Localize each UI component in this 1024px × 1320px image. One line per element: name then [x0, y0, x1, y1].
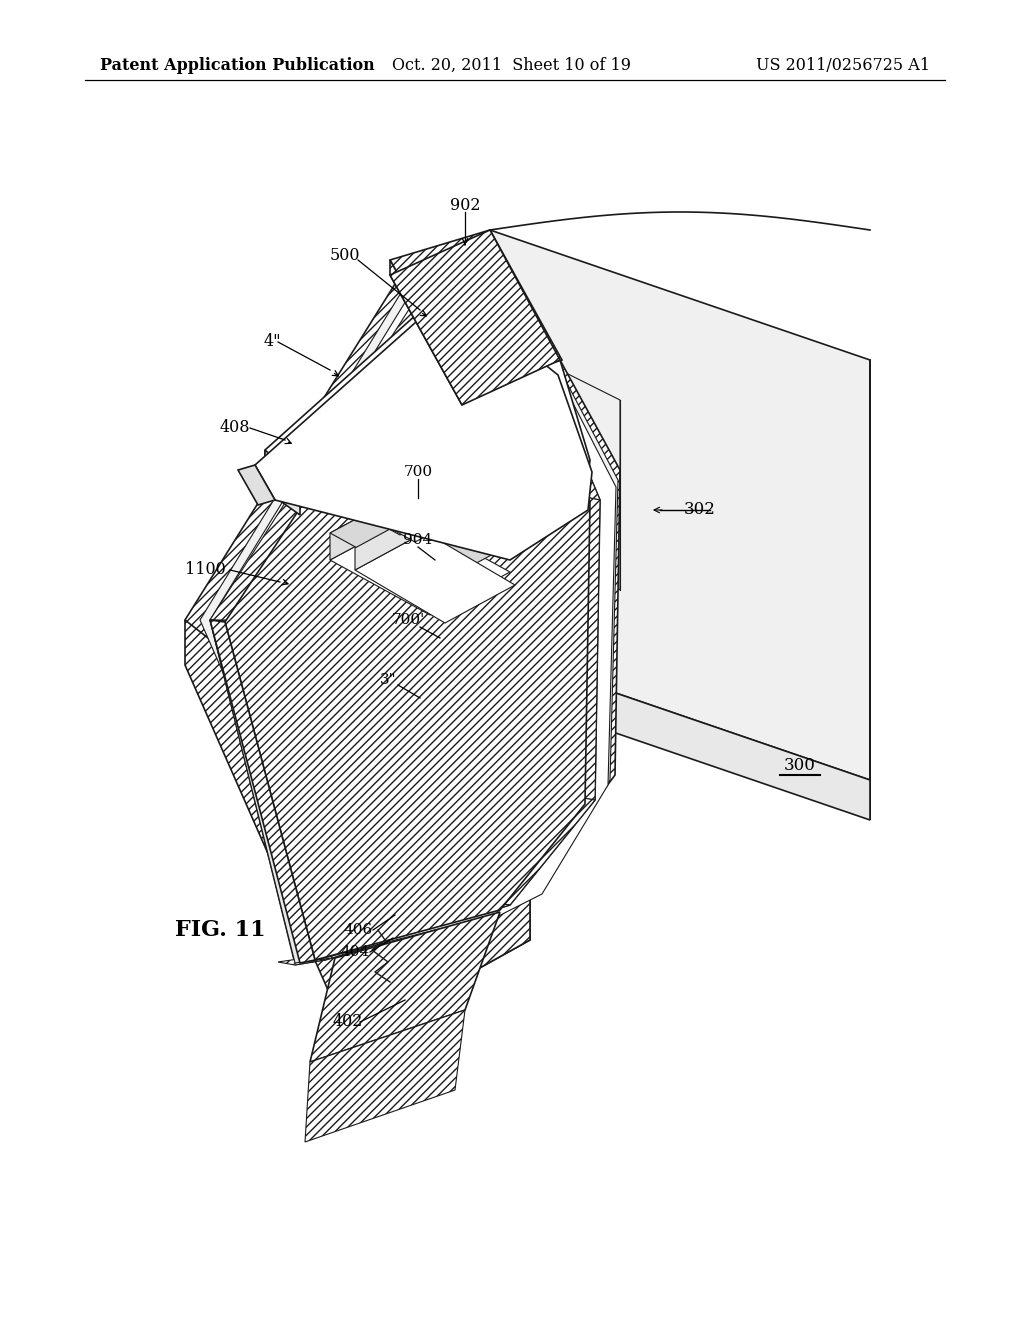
- Polygon shape: [305, 1010, 465, 1142]
- Polygon shape: [250, 319, 580, 632]
- Polygon shape: [310, 649, 510, 760]
- Polygon shape: [200, 271, 618, 985]
- Polygon shape: [210, 620, 325, 965]
- Polygon shape: [255, 290, 592, 560]
- Text: 904: 904: [403, 533, 432, 546]
- Text: Patent Application Publication: Patent Application Publication: [100, 57, 375, 74]
- Text: FIG. 11: FIG. 11: [175, 919, 265, 941]
- Polygon shape: [340, 744, 510, 840]
- Polygon shape: [240, 310, 600, 960]
- Text: 406: 406: [343, 923, 373, 937]
- Text: US 2011/0256725 A1: US 2011/0256725 A1: [756, 57, 930, 74]
- Polygon shape: [225, 308, 590, 960]
- Polygon shape: [210, 300, 440, 620]
- Polygon shape: [390, 645, 580, 750]
- Polygon shape: [330, 490, 510, 587]
- Polygon shape: [390, 230, 562, 389]
- Polygon shape: [355, 532, 515, 623]
- Polygon shape: [490, 649, 870, 820]
- Polygon shape: [350, 890, 530, 1040]
- Text: 902: 902: [450, 197, 480, 214]
- Text: 4": 4": [263, 334, 281, 351]
- Polygon shape: [534, 389, 600, 500]
- Polygon shape: [250, 319, 588, 958]
- Polygon shape: [300, 412, 380, 480]
- Polygon shape: [355, 510, 425, 570]
- Text: 302: 302: [684, 502, 716, 519]
- Polygon shape: [238, 465, 275, 506]
- Polygon shape: [390, 230, 560, 405]
- Polygon shape: [330, 490, 410, 560]
- Polygon shape: [490, 795, 595, 906]
- Text: 300: 300: [784, 756, 816, 774]
- Text: 700: 700: [403, 465, 432, 479]
- Polygon shape: [305, 902, 510, 960]
- Text: 700': 700': [391, 612, 425, 627]
- Polygon shape: [265, 280, 590, 500]
- Polygon shape: [278, 958, 325, 965]
- Text: Oct. 20, 2011  Sheet 10 of 19: Oct. 20, 2011 Sheet 10 of 19: [392, 57, 632, 74]
- Polygon shape: [322, 428, 397, 490]
- Polygon shape: [390, 260, 462, 405]
- Text: 1100: 1100: [184, 561, 225, 578]
- Polygon shape: [185, 260, 620, 990]
- Polygon shape: [210, 620, 332, 964]
- Polygon shape: [210, 620, 315, 964]
- Polygon shape: [340, 719, 420, 789]
- Polygon shape: [300, 437, 480, 535]
- Polygon shape: [185, 620, 530, 1040]
- Polygon shape: [265, 450, 300, 515]
- Polygon shape: [565, 495, 600, 800]
- Text: 500: 500: [330, 247, 360, 264]
- Polygon shape: [255, 322, 582, 962]
- Polygon shape: [310, 649, 400, 730]
- Text: 3": 3": [380, 673, 396, 686]
- Text: 402: 402: [333, 1014, 364, 1031]
- Polygon shape: [490, 230, 870, 780]
- Polygon shape: [322, 450, 490, 543]
- Text: 408: 408: [220, 420, 250, 437]
- Polygon shape: [330, 517, 510, 615]
- Polygon shape: [560, 370, 620, 590]
- Text: 404: 404: [340, 945, 370, 960]
- Polygon shape: [300, 412, 480, 508]
- Polygon shape: [415, 300, 558, 400]
- Polygon shape: [210, 279, 616, 982]
- Polygon shape: [310, 680, 510, 789]
- Polygon shape: [375, 615, 530, 700]
- Polygon shape: [310, 912, 500, 1063]
